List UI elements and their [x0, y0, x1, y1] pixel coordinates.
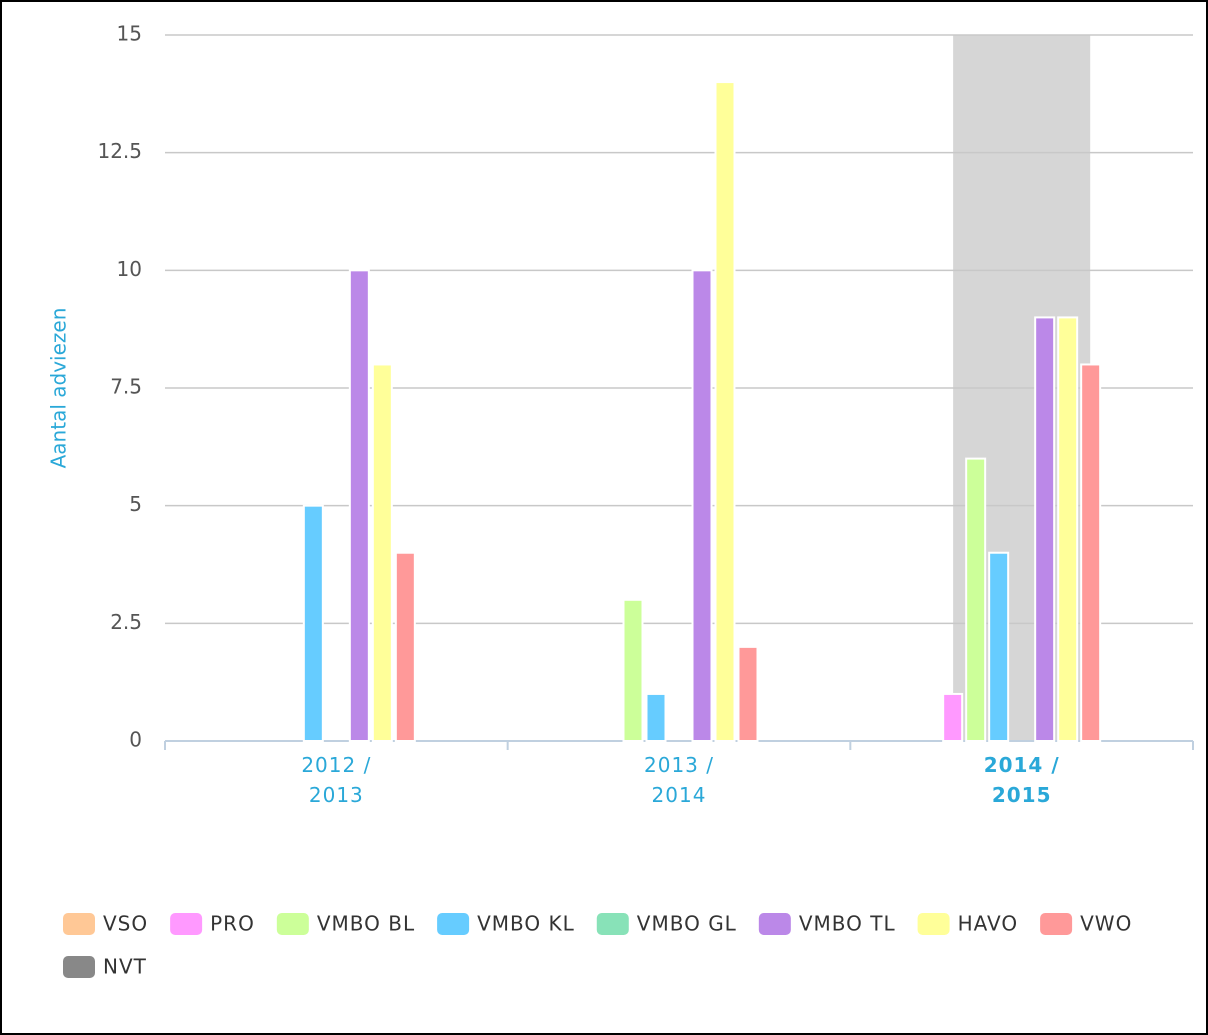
- legend-swatch: [276, 913, 309, 935]
- x-tick-label-line: 2013 /: [644, 753, 714, 777]
- legend-swatch: [758, 913, 791, 935]
- legend-item: VMBO BL: [276, 912, 415, 936]
- legend-item: VMBO GL: [596, 912, 737, 936]
- legend-label: VWO: [1080, 912, 1132, 936]
- bar: [965, 457, 987, 742]
- y-tick-label: 5: [129, 492, 142, 516]
- legend-label: VMBO GL: [637, 912, 737, 936]
- legend-label: PRO: [210, 912, 255, 936]
- bar: [691, 269, 713, 742]
- y-tick-label: 2.5: [110, 610, 142, 634]
- legend-label: VMBO BL: [317, 912, 415, 936]
- legend-label: NVT: [103, 955, 147, 979]
- bar: [302, 504, 324, 742]
- x-tick-label: 2014 / 2015: [984, 753, 1060, 807]
- y-tick-label: 10: [117, 257, 142, 281]
- y-axis-title: Aantal adviezen: [47, 308, 71, 469]
- legend-item: PRO: [170, 912, 255, 936]
- legend-item: VMBO TL: [758, 912, 896, 936]
- legend-label: HAVO: [958, 912, 1019, 936]
- bar: [371, 363, 393, 742]
- bar: [1080, 363, 1102, 742]
- x-tick-label-line: 2013: [309, 783, 364, 807]
- legend-swatch: [437, 913, 470, 935]
- y-tick-label: 15: [117, 22, 142, 46]
- x-tick-label: 2012 / 2013: [301, 753, 371, 807]
- y-tick-label: 7.5: [110, 375, 142, 399]
- bar: [942, 692, 964, 743]
- y-tick-label: 0: [129, 728, 142, 752]
- x-tick-label-line: 2014: [652, 783, 707, 807]
- legend-label: VMBO TL: [799, 912, 896, 936]
- bar: [622, 598, 644, 742]
- legend-item: VSO: [63, 912, 148, 936]
- legend-swatch: [63, 956, 95, 978]
- legend-item: VWO: [1040, 912, 1132, 936]
- legend-swatch: [170, 913, 203, 935]
- bar: [645, 692, 667, 743]
- x-tick-label-line: 2014 /: [984, 753, 1060, 777]
- legend-item: HAVO: [917, 912, 1019, 936]
- bar: [1057, 316, 1079, 742]
- bar: [714, 81, 736, 743]
- y-tick-label: 12.5: [97, 139, 142, 163]
- legend-swatch: [917, 913, 950, 935]
- legend-label: VMBO KL: [477, 912, 575, 936]
- bar: [1034, 316, 1056, 742]
- legend-swatch: [1040, 913, 1073, 935]
- legend-swatch: [63, 913, 95, 935]
- bar: [348, 269, 370, 742]
- x-tick-label-line: 2012 /: [301, 753, 371, 777]
- bar: [988, 551, 1010, 742]
- x-tick-label: 2013 / 2014: [644, 753, 714, 807]
- bar: [737, 645, 759, 742]
- bar: [394, 551, 416, 742]
- legend-label: VSO: [103, 912, 148, 936]
- legend-item: VMBO KL: [437, 912, 575, 936]
- x-tick-label-line: 2015: [992, 783, 1052, 807]
- legend-item: NVT: [63, 955, 147, 979]
- legend-swatch: [596, 913, 629, 935]
